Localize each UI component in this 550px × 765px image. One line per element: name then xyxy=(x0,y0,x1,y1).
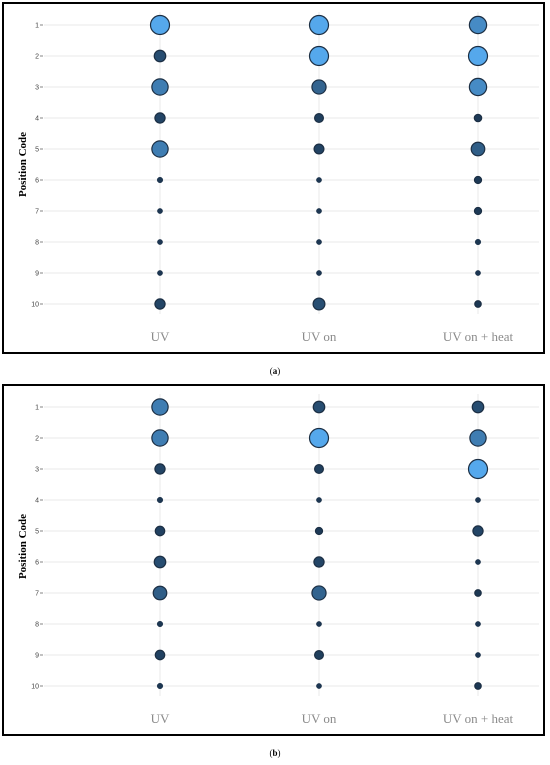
bubble-point xyxy=(316,270,322,276)
y-axis-label: Position Code xyxy=(17,514,29,579)
panel-label-b: b xyxy=(272,748,278,758)
x-tick-label: UV on + heat xyxy=(443,711,514,726)
y-tick-label: 8 xyxy=(35,240,39,247)
bubble-point xyxy=(475,559,481,565)
bubble-point xyxy=(153,49,167,63)
bubble-point xyxy=(311,79,327,95)
bubble-point xyxy=(151,78,169,96)
y-tick-label: 2 xyxy=(35,436,39,443)
x-tick-label: UV on xyxy=(302,711,337,726)
bubble-point xyxy=(308,45,330,67)
y-tick-label: 9 xyxy=(35,653,39,660)
y-tick-label: 2 xyxy=(35,54,39,61)
bubble-point xyxy=(474,682,482,690)
y-tick-label: 7 xyxy=(35,591,39,598)
y-tick-label: 1 xyxy=(35,405,39,412)
bubble-point xyxy=(313,143,325,155)
bubble-point xyxy=(316,239,322,245)
bubble-point xyxy=(469,429,487,447)
bubble-point xyxy=(475,270,481,276)
bubble-chart-b: 1 2 3 4 5 6 7 8 9 10 UV UV on UV on + heat Position C… xyxy=(17,394,539,726)
y-tick-label: 5 xyxy=(35,529,39,536)
panel-caption-a: (a) xyxy=(269,366,281,376)
bubble-point xyxy=(313,463,325,475)
bubble-point xyxy=(468,15,488,35)
y-tick-label: 7 xyxy=(35,209,39,216)
bubble-point xyxy=(157,270,163,276)
y-axis-label: Position Code xyxy=(17,132,29,197)
bubble-point xyxy=(467,458,489,480)
bubble-point xyxy=(468,77,488,97)
bubble-point xyxy=(313,112,325,124)
bubble-point xyxy=(316,621,322,627)
bubble-point xyxy=(313,649,325,661)
bubble-point xyxy=(154,649,166,661)
y-tick-label: 4 xyxy=(35,116,39,123)
y-tick-label: 3 xyxy=(35,467,39,474)
bubble-point xyxy=(467,45,489,67)
bubble-point xyxy=(308,427,330,449)
bubble-point xyxy=(156,682,164,690)
bubble-point xyxy=(474,238,482,246)
panel-caption-b: (b) xyxy=(269,748,281,758)
x-tick-label: UV xyxy=(151,329,170,344)
bubble-point xyxy=(475,621,481,627)
bubble-point xyxy=(472,525,484,537)
panel-label-a: a xyxy=(272,366,278,376)
bubble-point xyxy=(154,463,166,475)
bubble-point xyxy=(316,497,322,503)
bubble-point xyxy=(157,239,163,245)
bubble-point xyxy=(473,206,483,216)
bubble-point xyxy=(151,140,169,158)
bubble-point xyxy=(470,141,486,157)
y-tick-label: 1 xyxy=(35,23,39,30)
bubble-point xyxy=(156,620,164,628)
y-tick-label: 10 xyxy=(31,302,39,309)
x-tick-label: UV on + heat xyxy=(443,329,514,344)
bubble-point xyxy=(475,497,481,503)
bubble-point xyxy=(154,298,166,310)
bubble-point xyxy=(312,400,326,414)
bubble-point xyxy=(474,300,482,308)
bubble-point xyxy=(156,496,164,504)
y-tick-label: 6 xyxy=(35,560,39,567)
bubble-point xyxy=(308,14,330,36)
chart-panel-a: 1 2 3 4 5 6 7 8 9 10 UV UV on UV on + heat Position C… xyxy=(2,2,545,354)
bubble-point xyxy=(157,208,163,214)
bubble-point xyxy=(316,208,322,214)
bubble-point xyxy=(154,525,166,537)
bubble-point xyxy=(473,113,483,123)
bubble-point xyxy=(316,683,322,689)
y-tick-label: 4 xyxy=(35,498,39,505)
bubble-point xyxy=(156,176,164,184)
bubble-point xyxy=(475,652,481,658)
bubble-point xyxy=(151,398,169,416)
bubble-point xyxy=(154,112,166,124)
chart-panel-b: 1 2 3 4 5 6 7 8 9 10 UV UV on UV on + heat Position C… xyxy=(2,384,545,736)
x-tick-label: UV on xyxy=(302,329,337,344)
bubble-point xyxy=(316,177,322,183)
y-tick-label: 3 xyxy=(35,85,39,92)
bubble-point xyxy=(149,14,171,36)
bubble-point xyxy=(151,429,169,447)
y-tick-label: 6 xyxy=(35,178,39,185)
bubble-point xyxy=(474,589,482,597)
bubble-point xyxy=(313,556,325,568)
y-tick-label: 9 xyxy=(35,271,39,278)
bubble-point xyxy=(311,585,327,601)
bubble-point xyxy=(153,555,167,569)
bubble-chart-a: 1 2 3 4 5 6 7 8 9 10 UV UV on UV on + heat Position C… xyxy=(17,12,539,344)
bubble-point xyxy=(473,175,483,185)
bubble-point xyxy=(471,400,485,414)
bubble-point xyxy=(314,526,324,536)
bubble-point xyxy=(152,585,168,601)
bubble-point xyxy=(312,297,326,311)
y-tick-label: 8 xyxy=(35,622,39,629)
x-tick-label: UV xyxy=(151,711,170,726)
y-tick-label: 5 xyxy=(35,147,39,154)
y-tick-label: 10 xyxy=(31,684,39,691)
